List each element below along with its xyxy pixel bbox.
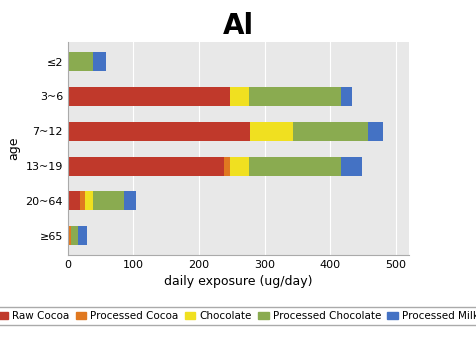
Bar <box>249 87 340 106</box>
Bar <box>79 191 85 210</box>
Bar <box>340 87 352 106</box>
X-axis label: daily exposure (ug/day): daily exposure (ug/day) <box>164 275 313 288</box>
Bar <box>249 156 340 176</box>
Bar <box>78 226 87 245</box>
Bar <box>68 191 79 210</box>
Bar <box>93 191 124 210</box>
Bar <box>250 122 293 141</box>
Bar <box>71 226 78 245</box>
Bar <box>124 191 136 210</box>
Title: Al: Al <box>223 12 254 40</box>
Bar <box>68 156 224 176</box>
Bar <box>224 156 230 176</box>
Bar <box>93 52 106 71</box>
Bar <box>230 87 249 106</box>
Bar <box>68 226 71 245</box>
Bar <box>293 122 368 141</box>
Y-axis label: age: age <box>7 137 20 160</box>
Bar <box>85 191 93 210</box>
Bar <box>68 87 230 106</box>
Legend: Raw Cocoa, Processed Cocoa, Chocolate, Processed Chocolate, Processed Milk: Raw Cocoa, Processed Cocoa, Chocolate, P… <box>0 307 476 325</box>
Bar <box>340 156 362 176</box>
Bar <box>368 122 383 141</box>
Bar <box>68 52 93 71</box>
Bar <box>230 156 249 176</box>
Bar <box>68 122 250 141</box>
